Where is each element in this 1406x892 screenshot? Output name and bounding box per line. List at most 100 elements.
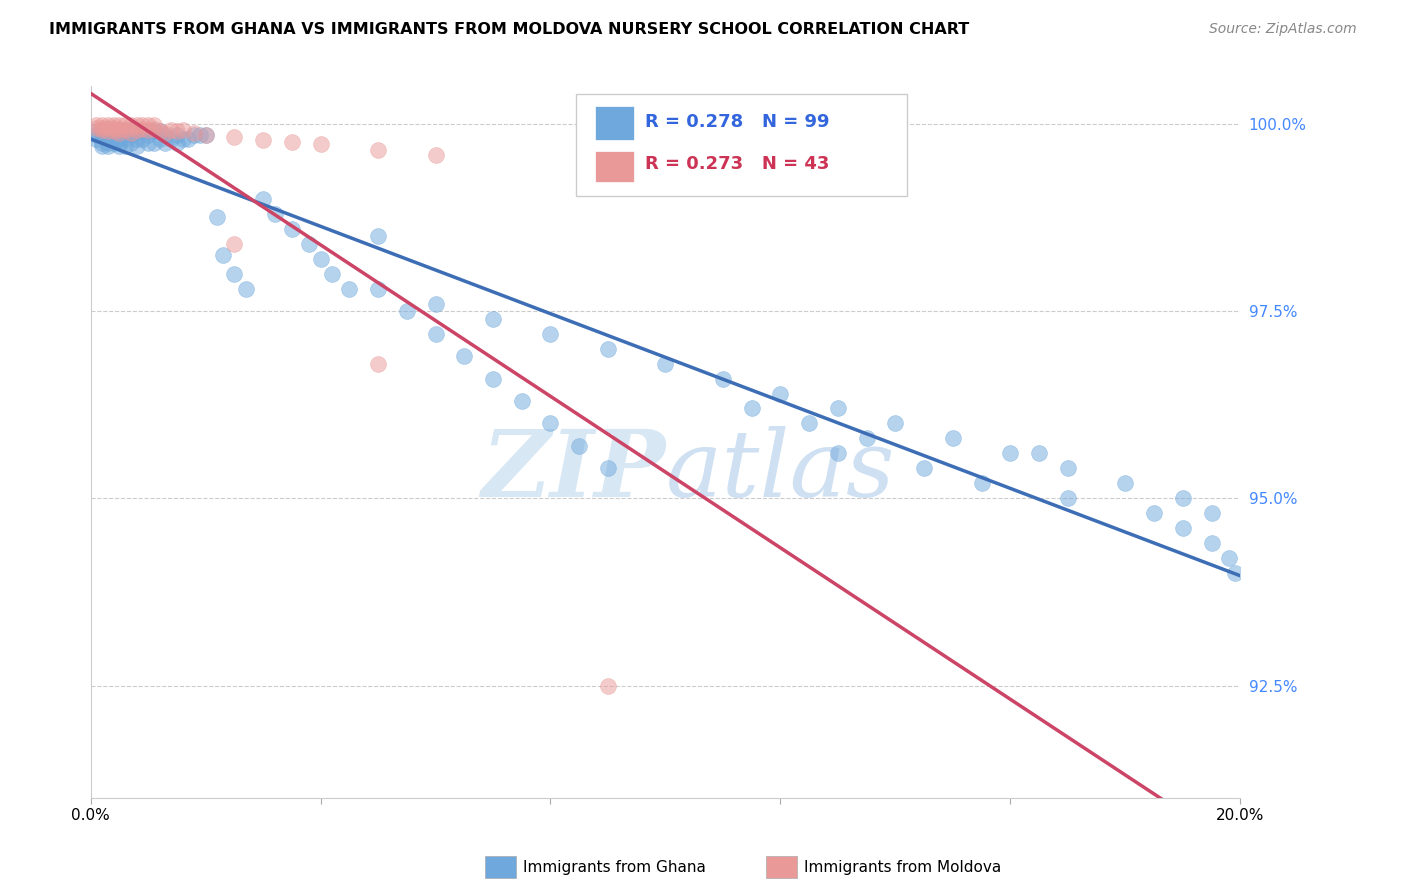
Point: [160, 132, 183, 146]
Point: [309, 136, 332, 151]
Point: [1000, 446, 1022, 460]
Point: [183, 126, 205, 140]
Point: [337, 282, 360, 296]
Point: [235, 282, 257, 296]
Point: [120, 128, 142, 142]
Point: [425, 148, 447, 162]
Point: [91, 139, 114, 153]
Text: R = 0.278   N = 99: R = 0.278 N = 99: [645, 113, 830, 131]
Point: [827, 401, 849, 416]
Point: [86, 132, 108, 146]
Point: [131, 124, 153, 138]
Point: [120, 121, 142, 136]
Point: [155, 136, 177, 150]
Point: [91, 118, 114, 132]
Point: [855, 432, 877, 446]
Point: [482, 311, 505, 326]
Point: [114, 128, 136, 142]
Text: IMMIGRANTS FROM GHANA VS IMMIGRANTS FROM MOLDOVA NURSERY SCHOOL CORRELATION CHAR: IMMIGRANTS FROM GHANA VS IMMIGRANTS FROM…: [49, 22, 970, 37]
Point: [97, 132, 120, 146]
Point: [1028, 446, 1050, 460]
Point: [125, 132, 148, 146]
Point: [1056, 491, 1078, 506]
Point: [125, 139, 148, 153]
Point: [120, 126, 142, 140]
Point: [252, 132, 274, 146]
Point: [1143, 507, 1166, 521]
Point: [97, 118, 120, 132]
Point: [91, 124, 114, 138]
Text: R = 0.273   N = 43: R = 0.273 N = 43: [645, 154, 830, 173]
Point: [97, 139, 120, 153]
Point: [912, 461, 935, 475]
Point: [125, 123, 148, 137]
Point: [211, 248, 233, 262]
Point: [136, 124, 159, 138]
Point: [166, 128, 188, 142]
Point: [1114, 476, 1136, 491]
Point: [149, 124, 172, 138]
Point: [114, 132, 136, 146]
Point: [281, 135, 304, 149]
Point: [568, 439, 591, 453]
Point: [97, 124, 120, 138]
Point: [367, 229, 389, 244]
Point: [799, 417, 821, 431]
Point: [160, 123, 183, 137]
Text: ZIP: ZIP: [481, 425, 665, 516]
Point: [86, 118, 108, 132]
Point: [114, 123, 136, 137]
Point: [970, 476, 993, 491]
Point: [86, 128, 108, 142]
Point: [120, 118, 142, 132]
Text: Immigrants from Ghana: Immigrants from Ghana: [523, 860, 706, 874]
Point: [125, 124, 148, 138]
Point: [103, 136, 125, 150]
Point: [281, 221, 304, 235]
Point: [827, 446, 849, 460]
Point: [224, 267, 246, 281]
Point: [321, 267, 343, 281]
Point: [136, 118, 159, 132]
Point: [194, 128, 217, 142]
Point: [172, 132, 194, 146]
Point: [103, 128, 125, 142]
Point: [177, 132, 200, 146]
Point: [453, 349, 475, 363]
Point: [367, 282, 389, 296]
Point: [1201, 507, 1223, 521]
Point: [1171, 521, 1194, 535]
Point: [367, 357, 389, 371]
Point: [91, 136, 114, 150]
Point: [1223, 566, 1246, 581]
Point: [91, 128, 114, 142]
Point: [309, 252, 332, 266]
Point: [1056, 461, 1078, 475]
Point: [142, 122, 165, 136]
Point: [142, 136, 165, 150]
Point: [97, 136, 120, 150]
Point: [596, 679, 619, 693]
Point: [86, 120, 108, 135]
Point: [97, 128, 120, 142]
Point: [91, 123, 114, 137]
Point: [120, 124, 142, 138]
Point: [155, 126, 177, 140]
Text: atlas: atlas: [665, 425, 896, 516]
Point: [884, 417, 907, 431]
Point: [224, 236, 246, 251]
Point: [367, 143, 389, 157]
Point: [108, 132, 131, 146]
Point: [224, 130, 246, 145]
Point: [425, 326, 447, 341]
Point: [194, 128, 217, 142]
Point: [172, 123, 194, 137]
Point: [183, 128, 205, 142]
Point: [149, 124, 172, 138]
Point: [166, 124, 188, 138]
Point: [540, 417, 562, 431]
Point: [91, 120, 114, 135]
Point: [166, 136, 188, 150]
Point: [596, 461, 619, 475]
Point: [131, 118, 153, 132]
